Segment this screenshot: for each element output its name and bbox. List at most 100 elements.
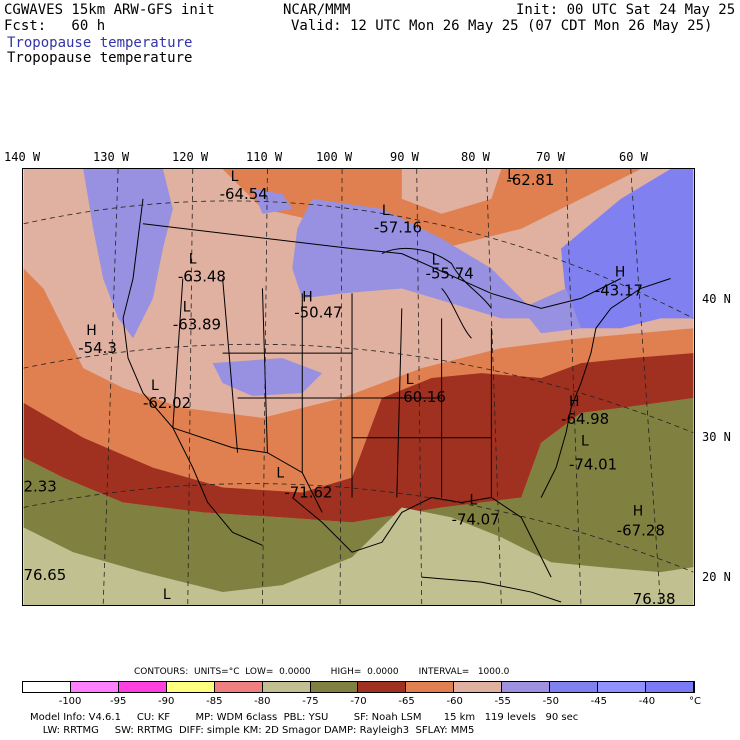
legend-swatch xyxy=(23,682,71,692)
legend-tick-label: -85 xyxy=(206,696,223,707)
lon-label: 120 W xyxy=(172,150,209,164)
legend-swatch xyxy=(310,682,359,692)
legend-tick-label: -95 xyxy=(109,696,127,707)
legend-swatch xyxy=(262,682,311,692)
shade-blue-ne xyxy=(561,169,694,329)
lon-label: 110 W xyxy=(246,150,283,164)
shade-salmon xyxy=(23,169,694,418)
shade-lavender-sw xyxy=(212,358,323,396)
low-marker: L xyxy=(163,587,171,603)
lat-label: 20 N xyxy=(702,570,731,584)
legend-tick-label: -40 xyxy=(638,696,656,707)
legend-tick-label: -65 xyxy=(398,696,415,707)
legend-tick-label: -50 xyxy=(542,696,559,707)
lon-label: 130 W xyxy=(93,150,130,164)
west-coastline xyxy=(122,198,263,546)
legend-tick-label: -80 xyxy=(254,696,271,707)
lon-label: 70 W xyxy=(536,150,565,164)
low-marker: L xyxy=(151,378,159,394)
color-legend xyxy=(22,681,695,693)
field-name-contour: Tropopause temperature xyxy=(7,50,193,66)
low-marker: L xyxy=(189,252,197,268)
legend-swatch xyxy=(550,682,599,692)
east-coastline xyxy=(540,278,671,498)
legend-tick-label: -75 xyxy=(302,696,319,707)
shade-lavender-west xyxy=(83,169,173,339)
legend-swatch xyxy=(118,682,167,692)
value-label: 2.33 xyxy=(24,478,57,496)
contours-info: CONTOURS: UNITS=°C LOW= 0.0000 HIGH= 0.0… xyxy=(134,667,510,677)
low-marker: L xyxy=(382,203,390,219)
low-marker: L xyxy=(231,169,239,185)
low-marker: L xyxy=(406,372,414,388)
shade-salmon-north xyxy=(401,169,502,214)
value-label: -60.16 xyxy=(398,388,446,406)
model-title: CGWAVES 15km ARW-GFS init xyxy=(4,2,215,18)
shade-khaki xyxy=(23,507,694,605)
valid-time: Valid: 12 UTC Mon 26 May 25 (07 CDT Mon … xyxy=(291,18,713,34)
center-name: NCAR/MMM xyxy=(283,2,351,18)
value-label: -55.74 xyxy=(426,264,474,282)
model-info-line: Model Info: V4.6.1 CU: KF MP: WDM 6class… xyxy=(30,712,579,723)
legend-swatch xyxy=(454,682,503,692)
legend-swatch xyxy=(502,682,551,692)
legend-swatch xyxy=(166,682,215,692)
legend-tick-label: -55 xyxy=(494,696,511,707)
lon-label: 80 W xyxy=(461,150,490,164)
lon-label: 100 W xyxy=(316,150,353,164)
high-marker: H xyxy=(615,265,625,281)
value-label: -62.02 xyxy=(143,394,191,412)
graticule-lat-40 xyxy=(23,200,694,319)
high-marker: H xyxy=(569,394,579,410)
value-label: -64.98 xyxy=(561,410,609,428)
value-label: -63.48 xyxy=(178,267,226,285)
graticule-lat-30 xyxy=(23,343,694,434)
legend-swatch xyxy=(406,682,455,692)
legend-tick-label: -90 xyxy=(158,696,175,707)
lat-label: 40 N xyxy=(702,292,731,306)
graticule-lon xyxy=(102,169,662,605)
us-mexico-border xyxy=(172,427,323,513)
low-marker: L xyxy=(507,168,515,183)
value-label: -62.81 xyxy=(506,171,554,189)
value-label: -63.89 xyxy=(173,315,221,333)
legend-swatch xyxy=(645,682,694,692)
us-canada-border xyxy=(142,223,622,309)
value-label: -74.01 xyxy=(569,456,617,474)
high-marker: H xyxy=(633,503,643,519)
forecast-hour: Fcst: 60 h xyxy=(4,18,106,34)
legend-tick-label: -70 xyxy=(350,696,367,707)
value-label: -50.47 xyxy=(294,303,342,321)
low-marker: L xyxy=(432,253,440,269)
graticule-lat-20 xyxy=(23,483,694,573)
physics-info-line: LW: RRTMG SW: RRTMG DIFF: simple KM: 2D … xyxy=(30,725,475,736)
value-label: -54.3 xyxy=(78,339,117,357)
shade-lavender-plains xyxy=(292,198,542,319)
lon-label: 60 W xyxy=(619,150,648,164)
lon-label: 140 W xyxy=(4,150,41,164)
legend-tick-label: °C xyxy=(689,696,701,707)
shade-lavender-ne xyxy=(521,288,581,334)
legend-tick-label: -100 xyxy=(58,696,82,707)
value-label: 76.65 xyxy=(24,566,67,584)
tropopause-temperature-map: L -64.54 L -57.16 L -55.74 L -62.81 H -4… xyxy=(22,168,695,606)
value-label: -67.28 xyxy=(617,521,665,539)
high-marker: H xyxy=(86,323,96,339)
legend-swatch xyxy=(214,682,263,692)
value-label: -57.16 xyxy=(374,219,422,237)
low-marker: L xyxy=(469,492,477,508)
value-label: -43.17 xyxy=(595,281,643,299)
cuba xyxy=(421,576,562,603)
lon-label: 90 W xyxy=(390,150,419,164)
field-name-shaded: Tropopause temperature xyxy=(7,35,193,51)
legend-swatch xyxy=(70,682,119,692)
low-marker: L xyxy=(183,299,191,315)
great-lakes xyxy=(381,247,492,339)
gulf-coastline xyxy=(291,496,552,578)
value-label: 76.38 xyxy=(633,590,676,606)
legend-tick-label: -45 xyxy=(590,696,608,707)
legend-tick-label: -60 xyxy=(446,696,463,707)
shade-lavender-nd xyxy=(252,188,293,214)
low-marker: L xyxy=(276,466,284,482)
value-label: -71.62 xyxy=(284,483,332,501)
